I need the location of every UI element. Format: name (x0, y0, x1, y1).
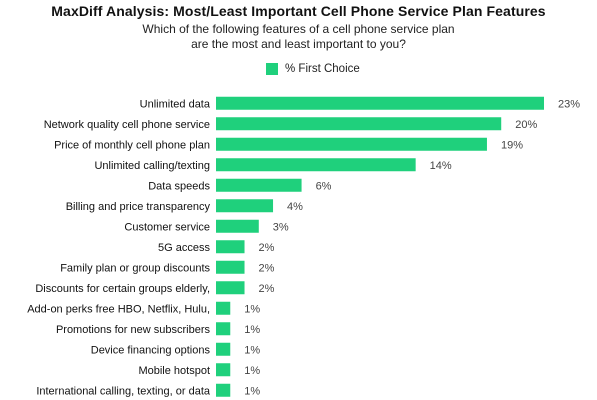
chart-subtitle-line-2: are the most and least important to you? (191, 37, 406, 51)
legend-swatch (266, 63, 278, 75)
data-label: 2% (259, 242, 275, 254)
data-label: 23% (558, 98, 580, 110)
chart-title: MaxDiff Analysis: Most/Least Important C… (51, 3, 546, 19)
category-label: Mobile hotspot (138, 365, 210, 377)
category-label: Data speeds (148, 180, 210, 192)
bar (216, 137, 487, 151)
data-label: 1% (244, 365, 260, 377)
data-label: 3% (273, 221, 289, 233)
bar (216, 281, 245, 295)
bar (216, 240, 245, 254)
category-label: Family plan or group discounts (60, 262, 210, 274)
bar (216, 363, 231, 377)
data-label: 4% (287, 201, 303, 213)
legend-label: % First Choice (285, 63, 360, 75)
data-label: 1% (244, 344, 260, 356)
category-label: Network quality cell phone service (44, 119, 210, 131)
category-label: Add-on perks free HBO, Netflix, Hulu, (27, 303, 210, 315)
data-label: 1% (244, 303, 260, 315)
data-label: 14% (430, 160, 452, 172)
data-label: 1% (244, 385, 260, 397)
bar (216, 117, 502, 131)
bar (216, 322, 231, 336)
data-label: 20% (515, 119, 537, 131)
category-label: Unlimited data (140, 98, 211, 110)
chart-legend: % First Choice (266, 63, 360, 75)
bar (216, 96, 544, 110)
bar (216, 260, 245, 274)
chart-subtitle-line-1: Which of the following features of a cel… (142, 22, 455, 36)
category-label: Promotions for new subscribers (56, 324, 211, 336)
bar (216, 383, 231, 397)
category-label: 5G access (158, 242, 210, 254)
bar (216, 199, 274, 213)
bar (216, 219, 259, 233)
bar (216, 301, 231, 315)
data-label: 19% (501, 139, 523, 151)
category-label: Billing and price transparency (66, 201, 211, 213)
category-label: International calling, texting, or data (36, 385, 211, 397)
data-label: 2% (259, 283, 275, 295)
bar (216, 342, 231, 356)
category-label: Customer service (124, 221, 210, 233)
category-label: Price of monthly cell phone plan (54, 139, 210, 151)
category-label: Unlimited calling/texting (94, 160, 210, 172)
data-label: 6% (316, 180, 332, 192)
bar (216, 158, 416, 172)
category-label: Discounts for certain groups elderly, (35, 283, 210, 295)
category-label: Device financing options (91, 344, 211, 356)
data-label: 2% (259, 262, 275, 274)
bar (216, 178, 302, 192)
data-label: 1% (244, 324, 260, 336)
